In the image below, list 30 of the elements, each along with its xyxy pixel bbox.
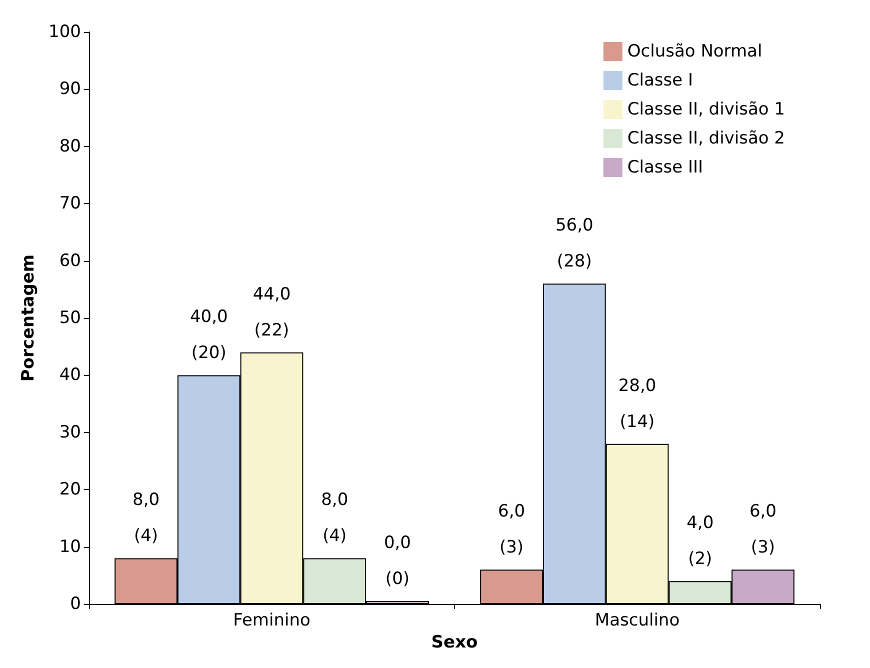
legend-label: Classe II, divisão 2 (627, 128, 786, 148)
data-label: 44,0 (22) (252, 284, 291, 340)
data-label: 8,0 (4) (132, 490, 160, 546)
y-tick-label: 40 (59, 365, 81, 386)
legend-label: Classe III (627, 158, 704, 178)
y-tick-label: 70 (59, 194, 81, 214)
x-tick-label: Feminino (233, 610, 310, 630)
data-label: 8,0 (4) (321, 490, 348, 546)
y-tick-label: 20 (59, 480, 81, 500)
legend-label: Classe II, divisão 1 (627, 100, 786, 120)
x-axis-title: Sexo (431, 632, 478, 652)
y-tick-label: 30 (59, 422, 81, 442)
y-tick-label: 10 (59, 536, 81, 557)
legend-label: Oclusão Normal (627, 42, 762, 62)
data-label: 28,0 (14) (618, 376, 656, 432)
y-axis-title: Porcentagem (18, 254, 38, 382)
data-label: 56,0 (28) (555, 216, 594, 272)
y-tick-label: 0 (70, 594, 81, 614)
y-tick-label: 60 (59, 250, 81, 271)
y-tick-label: 100 (48, 22, 81, 42)
legend-label: Classe I (627, 70, 693, 90)
data-label: 6,0 (3) (749, 502, 777, 558)
data-label: 4,0 (2) (686, 513, 714, 570)
y-tick-label: 50 (59, 308, 81, 328)
y-tick-label: 90 (59, 79, 81, 100)
data-label: 6,0 (3) (498, 502, 526, 558)
y-tick-label: 80 (59, 136, 81, 156)
data-label: 40,0 (20) (190, 307, 228, 364)
data-label: 0,0 (0) (384, 533, 412, 589)
x-tick-label: Masculino (594, 610, 680, 630)
